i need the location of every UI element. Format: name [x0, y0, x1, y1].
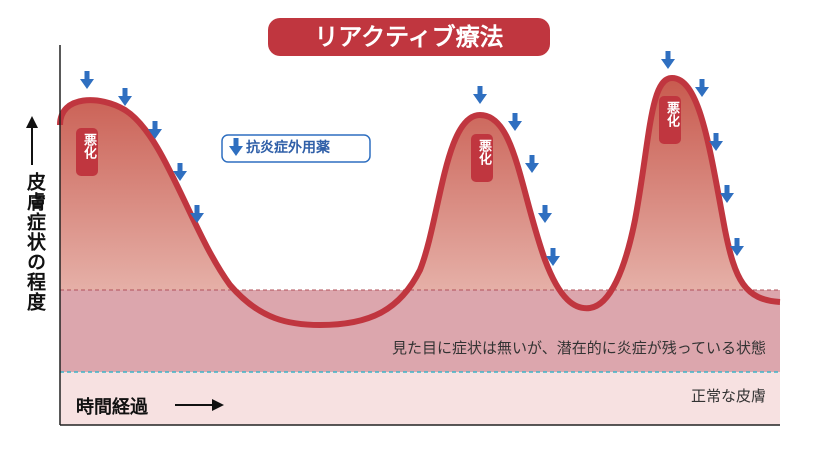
y-axis-label: 皮膚症状の程度: [24, 172, 46, 312]
peak-label: 悪化: [81, 133, 96, 159]
peak-label: 悪化: [476, 139, 491, 165]
peak-badge: [76, 128, 98, 176]
latent-label: 見た目に症状は無いが、潜在的に炎症が残っている状態: [392, 339, 766, 357]
normal-label: 正常な皮膚: [690, 387, 766, 405]
legend-box: [221, 134, 371, 163]
legend-label: 抗炎症外用薬: [246, 140, 330, 156]
x-axis-label: 時間経過: [76, 397, 148, 418]
x-arrow-head: [212, 399, 224, 411]
symptom-curve: [57, 74, 781, 329]
peak-label: 悪化: [664, 101, 679, 127]
peak-badge: [659, 96, 681, 144]
y-arrow-head: [26, 116, 38, 128]
peak-badge: [471, 134, 493, 182]
latent-zone: [60, 290, 780, 372]
title: リアクティブ療法: [314, 23, 504, 51]
title-badge: [268, 18, 550, 56]
normal-zone: [60, 372, 780, 425]
